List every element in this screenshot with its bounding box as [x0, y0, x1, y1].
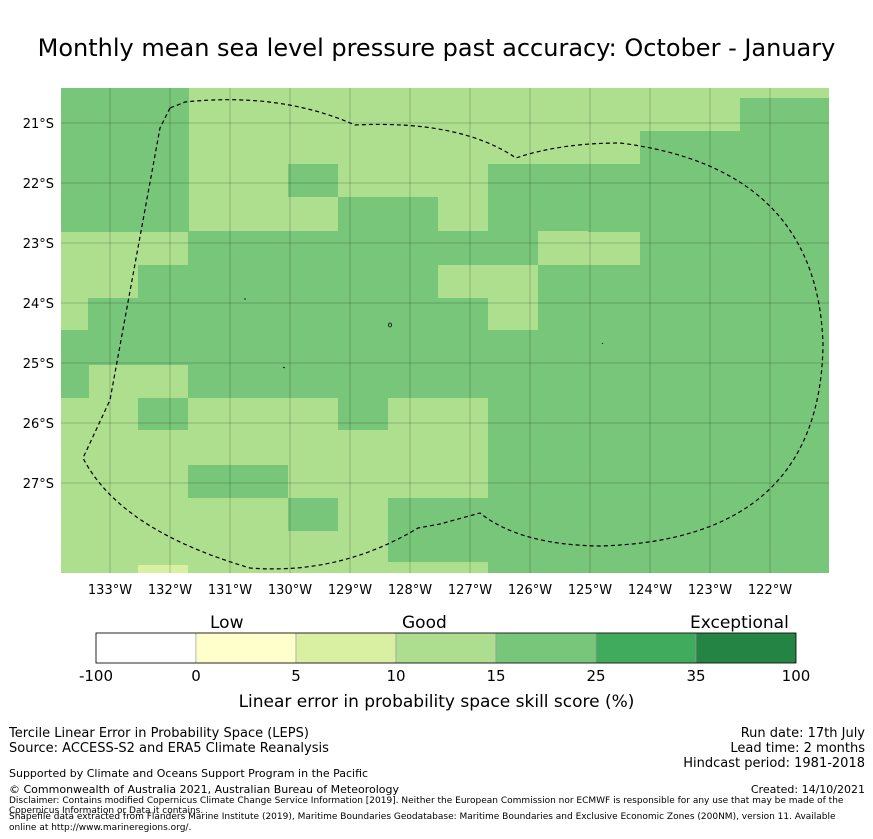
skill-map: 21°S22°S23°S24°S25°S26°S27°S 133°W 132°W 1… — [23, 88, 829, 598]
footer-lead-time: Lead time: 2 months — [730, 741, 865, 756]
skill-cell — [438, 231, 488, 265]
lon-label: 127°W — [448, 583, 492, 598]
skill-cell — [438, 265, 538, 298]
skill-cell — [188, 365, 488, 398]
skill-cell — [138, 398, 188, 430]
colorbar-swatch — [395, 632, 497, 664]
footer-disclaimer-line1: Disclaimer: Contains modified Copernicus… — [9, 796, 844, 806]
colorbar-swatch — [195, 632, 297, 664]
skill-cell — [538, 231, 588, 265]
skill-cell — [61, 330, 89, 398]
lon-label: 129°W — [328, 583, 372, 598]
colorbar-outline — [95, 632, 797, 664]
skill-cell — [488, 298, 538, 330]
footer-shapefile-line2: online at http://www.marineregions.org/. — [9, 823, 192, 833]
colorbar-tick: 10 — [386, 667, 406, 685]
footer-disclaimer-line2: Copernicus Information or Data it contai… — [9, 806, 204, 816]
lon-label: 124°W — [628, 583, 672, 598]
lat-label: 21°S — [23, 117, 54, 132]
lon-label: 132°W — [148, 583, 192, 598]
footer-method: Tercile Linear Error in Probability Spac… — [9, 726, 309, 741]
lon-label: 126°W — [508, 583, 552, 598]
colorbar — [95, 632, 797, 664]
gridlines — [61, 88, 829, 573]
footer-created: Created: 14/10/2021 — [750, 783, 865, 796]
lon-label: 130°W — [268, 583, 312, 598]
skill-cell — [538, 164, 640, 232]
colorbar-tick: 5 — [291, 667, 301, 685]
skill-cell — [88, 298, 488, 365]
skill-cell — [188, 465, 288, 498]
footer-run-date: Run date: 17th July — [740, 726, 865, 741]
lon-label: 122°W — [748, 583, 792, 598]
skill-cell — [538, 265, 640, 573]
lon-label: 131°W — [208, 583, 252, 598]
footer-hindcast: Hindcast period: 1981-2018 — [683, 756, 865, 771]
skill-cell — [288, 164, 338, 197]
lon-label: 125°W — [568, 583, 612, 598]
colorbar-tick: 15 — [486, 667, 506, 685]
skill-cell — [488, 298, 538, 573]
islands — [244, 298, 604, 369]
colorbar-swatch — [495, 632, 597, 664]
skill-cell — [288, 498, 338, 531]
skill-grid-cells — [61, 88, 829, 573]
colorbar-title: Linear error in probability space skill … — [238, 692, 635, 712]
lat-label: 22°S — [23, 177, 54, 192]
colorbar-tick: -100 — [78, 667, 114, 685]
colorbar-swatch — [695, 632, 797, 664]
footer-supported: Supported by Climate and Oceans Support … — [9, 767, 369, 780]
skill-cell — [740, 98, 829, 573]
colorbar-swatch — [595, 632, 697, 664]
colorbar-tick: 35 — [686, 667, 706, 685]
footer-copyright: © Commonwealth of Australia 2021, Austra… — [9, 783, 399, 796]
colorbar-swatch — [95, 632, 197, 664]
colorbar-tick: 100 — [781, 667, 811, 685]
footer-source: Source: ACCESS-S2 and ERA5 Climate Reana… — [9, 741, 329, 756]
colorbar-tick: 25 — [586, 667, 606, 685]
skill-cell — [338, 197, 438, 265]
colorbar-tick: 0 — [191, 667, 201, 685]
skill-cell — [138, 565, 188, 573]
skill-cell — [138, 265, 438, 298]
skill-cell — [640, 131, 740, 573]
skill-cell — [388, 498, 488, 562]
lat-label: 27°S — [23, 477, 54, 492]
lat-label: 23°S — [23, 237, 54, 252]
lon-label: 128°W — [388, 583, 432, 598]
footer-shapefile-line1: Shapefile data extracted from Flanders M… — [9, 812, 836, 822]
colorbar-exceptional-label: Exceptional — [690, 613, 789, 633]
lat-label: 25°S — [23, 357, 54, 372]
longitude-labels: 133°W 132°W 131°W 130°W 129°W 128°W 127°W 126°W… — [88, 583, 792, 598]
skill-cell — [61, 98, 139, 231]
colorbar-good-label: Good — [402, 613, 447, 633]
lon-label: 133°W — [88, 583, 132, 598]
colorbar-swatch — [295, 632, 397, 664]
colorbar-low-label: Low — [210, 613, 244, 633]
lon-label: 123°W — [688, 583, 732, 598]
lat-label: 24°S — [23, 297, 54, 312]
skill-cell — [338, 398, 388, 430]
skill-cell — [488, 164, 538, 265]
latitude-labels: 21°S 22°S 23°S 24°S 25°S 26°S 27°S — [23, 117, 54, 492]
map-title: Monthly mean sea level pressure past acc… — [37, 34, 836, 62]
lat-label: 26°S — [23, 417, 54, 432]
